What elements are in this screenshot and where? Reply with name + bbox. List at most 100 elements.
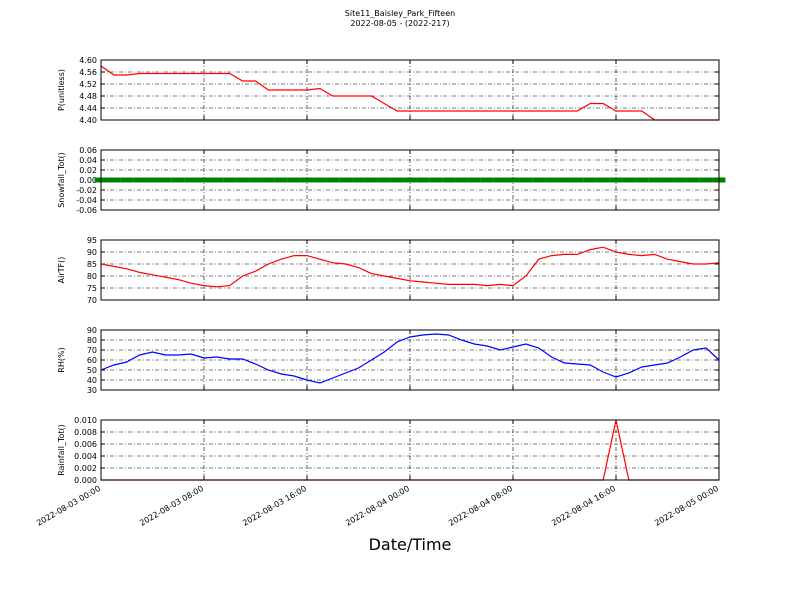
data-point xyxy=(493,177,507,183)
y-tick-label: 0.00 xyxy=(79,176,97,185)
data-point xyxy=(467,177,481,183)
y-axis-label: P(unitless) xyxy=(57,69,66,111)
y-tick-label: 90 xyxy=(87,248,97,257)
y-tick-label: 4.52 xyxy=(79,80,97,89)
y-tick-label: 95 xyxy=(87,236,97,245)
x-tick-label: 2022-08-04 08:00 xyxy=(447,484,514,528)
data-point xyxy=(326,177,340,183)
data-point xyxy=(390,177,404,183)
y-tick-label: 4.40 xyxy=(79,116,97,125)
y-tick-label: 0.000 xyxy=(74,476,97,485)
y-axis-label: AirTF() xyxy=(57,257,66,284)
data-point xyxy=(545,177,559,183)
chart-title: Site11_Baisley_Park_Fifteen xyxy=(345,9,455,18)
y-tick-label: 70 xyxy=(87,296,97,305)
y-tick-label: 0.004 xyxy=(74,452,97,461)
x-tick-label: 2022-08-03 08:00 xyxy=(138,484,205,528)
data-point xyxy=(274,177,288,183)
data-point xyxy=(442,177,456,183)
data-point xyxy=(377,177,391,183)
x-tick-label: 2022-08-04 16:00 xyxy=(550,484,617,528)
y-tick-label: 0.010 xyxy=(74,416,97,425)
data-point xyxy=(171,177,185,183)
data-point xyxy=(686,177,700,183)
data-point xyxy=(236,177,250,183)
y-tick-label: 0.04 xyxy=(79,156,97,165)
y-tick-label: 4.44 xyxy=(79,104,97,113)
y-tick-label: 60 xyxy=(87,356,97,365)
data-point xyxy=(635,177,649,183)
chart-subtitle: 2022-08-05 - (2022-217) xyxy=(350,19,449,28)
plot-frame xyxy=(100,239,720,301)
y-tick-label: 80 xyxy=(87,336,97,345)
y-axis-label: Rainfall_Tot() xyxy=(57,424,66,476)
y-tick-label: 4.48 xyxy=(79,92,97,101)
data-point xyxy=(532,177,546,183)
x-axis-label: Date/Time xyxy=(369,535,452,554)
data-point xyxy=(364,177,378,183)
y-tick-label: 50 xyxy=(87,366,97,375)
data-point xyxy=(210,177,224,183)
x-tick-label: 2022-08-03 00:00 xyxy=(35,484,102,528)
y-tick-label: 70 xyxy=(87,346,97,355)
data-point xyxy=(352,177,365,183)
y-tick-label: 4.60 xyxy=(79,56,97,65)
y-tick-label: 90 xyxy=(87,326,97,335)
data-line xyxy=(100,246,720,288)
data-point xyxy=(416,177,430,183)
plot-frame xyxy=(100,419,720,481)
y-tick-label: 0.008 xyxy=(74,428,97,437)
data-point xyxy=(197,177,211,183)
data-point xyxy=(519,177,533,183)
plot-frame xyxy=(100,329,720,391)
y-tick-label: 0.006 xyxy=(74,440,97,449)
x-tick-label: 2022-08-03 16:00 xyxy=(241,484,308,528)
data-point xyxy=(699,177,713,183)
data-point xyxy=(184,177,198,183)
y-tick-label: 4.56 xyxy=(79,68,97,77)
data-point xyxy=(120,177,134,183)
data-point xyxy=(596,177,610,183)
data-point xyxy=(455,177,468,183)
data-line xyxy=(100,65,719,121)
data-point xyxy=(339,177,353,183)
data-point xyxy=(158,177,172,183)
plot-frame xyxy=(100,149,720,211)
data-point xyxy=(287,177,301,183)
data-point xyxy=(300,177,314,183)
y-tick-label: 0.002 xyxy=(74,464,97,473)
y-tick-label: 85 xyxy=(87,260,97,269)
y-tick-label: 0.06 xyxy=(79,146,97,155)
data-point xyxy=(480,177,494,183)
y-tick-label: -0.02 xyxy=(76,186,97,195)
data-point xyxy=(673,177,687,183)
data-point xyxy=(622,177,636,183)
y-tick-label: 30 xyxy=(87,386,97,395)
data-point xyxy=(261,177,275,183)
y-tick-label: 0.02 xyxy=(79,166,97,175)
data-point xyxy=(583,177,597,183)
data-point xyxy=(403,177,417,183)
data-point xyxy=(107,177,121,183)
y-tick-label: 80 xyxy=(87,272,97,281)
x-tick-label: 2022-08-04 00:00 xyxy=(344,484,411,528)
data-point xyxy=(313,177,327,183)
data-point xyxy=(609,177,623,183)
data-point xyxy=(661,177,674,183)
data-point xyxy=(558,177,571,183)
x-tick-label: 2022-08-05 00:00 xyxy=(653,484,720,528)
y-axis-label: Snowfall_Tot() xyxy=(57,152,66,208)
y-axis-label: RH(%) xyxy=(57,347,66,372)
data-point xyxy=(648,177,662,183)
data-point xyxy=(570,177,584,183)
y-tick-label: -0.06 xyxy=(76,206,97,215)
data-point xyxy=(429,177,443,183)
data-line xyxy=(100,333,720,384)
data-point xyxy=(133,177,147,183)
data-point xyxy=(223,177,237,183)
y-tick-label: -0.04 xyxy=(76,196,97,205)
y-tick-label: 75 xyxy=(87,284,97,293)
plot-frame xyxy=(100,59,720,121)
y-tick-label: 40 xyxy=(87,376,97,385)
